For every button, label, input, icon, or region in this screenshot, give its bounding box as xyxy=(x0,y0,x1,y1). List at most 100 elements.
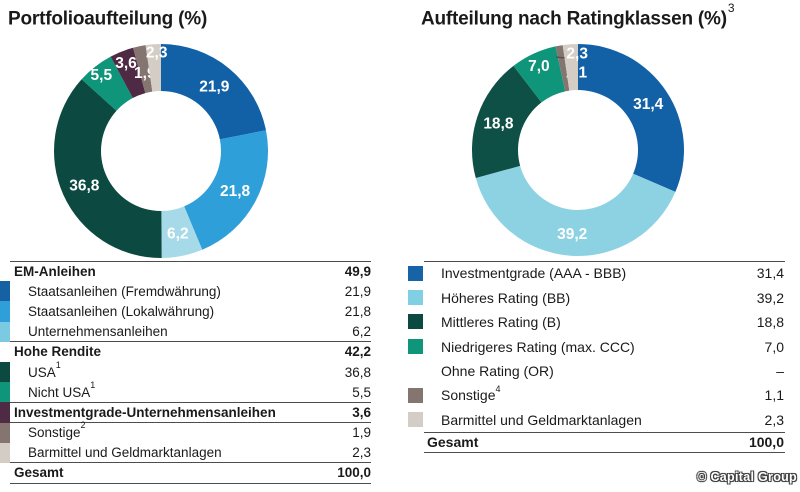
row-label-hoeheres-rating: Höheres Rating (BB) xyxy=(441,289,571,306)
table-row-niedrigeres-rating: Niedrigeres Rating (max. CCC) 7,0 xyxy=(408,334,785,358)
row-label-investmentgrade-unternehmensanleihen: Investmentgrade-Unternehmensanleihen xyxy=(14,404,276,420)
donut-slice-hoeheres-rating xyxy=(475,165,676,257)
legend-swatch-hoeheres-rating xyxy=(408,289,423,305)
table-row-ohne-rating: Ohne Rating (OR) – xyxy=(408,359,785,383)
row-label-barmittel: Barmittel und Geldmarktanlagen xyxy=(28,445,222,461)
legend-swatch-investmentgrade-unternehmensanleihen xyxy=(0,402,10,423)
chart-title-rating-footnote: 3 xyxy=(727,0,735,15)
row-label-staatsanleihen-fremdwaehrung: Staatsanleihen (Fremdwährung) xyxy=(28,283,221,299)
row-value-investmentgrade-unternehmensanleihen: 3,6 xyxy=(352,404,371,420)
slice-value-label-niedrigeres-rating: 7,0 xyxy=(528,58,550,75)
table-row-nicht-usa: Nicht USA1 5,5 xyxy=(0,380,371,403)
rule-line xyxy=(10,462,371,464)
row-value-usa: 36,8 xyxy=(344,364,371,380)
table-row-em-anleihen: EM-Anleihen 49,9 xyxy=(0,260,371,281)
row-value-barmittel: 2,3 xyxy=(764,411,784,428)
row-value-sonstige: 1,9 xyxy=(352,425,371,441)
legend-swatch-usa xyxy=(0,361,10,383)
legend-swatch-nicht-usa xyxy=(0,382,10,403)
chart-title-portfolio-text: Portfolioaufteilung (%) xyxy=(8,8,208,30)
donut-slice-investmentgrade xyxy=(578,44,684,192)
table-row-hoeheres-rating: Höheres Rating (BB) 39,2 xyxy=(408,285,785,309)
legend-swatch-barmittel xyxy=(408,412,423,428)
donut-slice-staatsanleihen-fremdwaehrung xyxy=(161,44,266,140)
donut-slice-barmittel xyxy=(145,44,161,92)
row-label-barmittel: Barmittel und Geldmarktanlagen xyxy=(441,411,642,428)
capital-group-logo: © Capital Group xyxy=(697,470,797,484)
legend-swatch-staatsanleihen-fremdwaehrung xyxy=(0,281,10,302)
rule-line xyxy=(424,431,785,433)
row-label-em-anleihen: EM-Anleihen xyxy=(14,263,96,279)
table-row-usa: USA1 36,8 xyxy=(0,359,371,383)
row-value-sonstige: 1,1 xyxy=(764,387,784,404)
row-label-ohne-rating: Ohne Rating (OR) xyxy=(441,362,554,379)
rule-line xyxy=(10,401,371,403)
row-label-gesamt: Gesamt xyxy=(14,465,64,481)
rating-donut-chart: 31,439,218,87,01,12,3 xyxy=(471,44,684,257)
table-row-unternehmensanleihen: Unternehmensanleihen 6,2 xyxy=(0,321,371,342)
slice-value-label-mittleres-rating: 18,8 xyxy=(483,116,514,133)
footnote-marker: 4 xyxy=(495,383,501,394)
row-label-hohe-rendite: Hohe Rendite xyxy=(14,344,102,360)
donut-slice-staatsanleihen-lokalwaehrung xyxy=(184,130,269,250)
row-value-barmittel: 2,3 xyxy=(352,445,371,461)
row-label-usa: USA1 xyxy=(28,359,61,380)
donut-slice-nicht-usa xyxy=(81,56,133,111)
table-row-barmittel: Barmittel und Geldmarktanlagen 2,3 xyxy=(0,442,371,463)
legend-swatch-mittleres-rating xyxy=(408,314,423,330)
legend-swatch-investmentgrade xyxy=(408,265,423,281)
portfolio-donut-chart: 21,921,86,236,85,53,61,92,3 xyxy=(53,44,269,259)
row-value-nicht-usa: 5,5 xyxy=(352,384,371,400)
donut-slice-usa xyxy=(53,79,162,259)
row-value-gesamt: 100,0 xyxy=(748,434,784,451)
donut-slice-barmittel xyxy=(562,44,578,91)
slice-value-label-usa: 36,8 xyxy=(69,178,100,195)
rating-legend-table: Investmentgrade (AAA - BBB) 31,4 Höheres R… xyxy=(408,260,785,453)
legend-swatch-sonstige xyxy=(408,387,423,403)
legend-swatch-niedrigeres-rating xyxy=(408,338,423,354)
donut-slice-unternehmensanleihen xyxy=(161,206,203,258)
slice-value-label-staatsanleihen-lokalwaehrung: 21,8 xyxy=(220,183,251,200)
legend-swatch-barmittel xyxy=(0,442,10,463)
rule-line xyxy=(424,451,785,453)
footnote-marker: 1 xyxy=(90,380,96,391)
slice-value-label-investmentgrade: 31,4 xyxy=(633,96,664,113)
row-value-hohe-rendite: 42,2 xyxy=(344,344,371,360)
footnote-marker: 1 xyxy=(55,359,61,370)
chart-title-rating: Aufteilung nach Ratingklassen (%)3 xyxy=(421,1,735,30)
table-row-investmentgrade-unternehmensanleihen: Investmentgrade-Unternehmensanleihen 3,6 xyxy=(0,401,371,423)
row-label-nicht-usa: Nicht USA1 xyxy=(28,380,96,400)
row-value-gesamt: 100,0 xyxy=(337,465,371,481)
table-row-staatsanleihen-lokalwaehrung: Staatsanleihen (Lokalwährung) 21,8 xyxy=(0,301,371,322)
slice-value-label-barmittel: 2,3 xyxy=(146,45,168,62)
legend-swatch-sonstige xyxy=(0,422,10,443)
row-label-investmentgrade: Investmentgrade (AAA - BBB) xyxy=(441,265,627,282)
row-value-hoeheres-rating: 39,2 xyxy=(756,289,784,306)
chart-title-rating-text: Aufteilung nach Ratingklassen (%) xyxy=(421,8,727,30)
row-value-niedrigeres-rating: 7,0 xyxy=(764,338,784,355)
row-value-mittleres-rating: 18,8 xyxy=(756,314,784,331)
table-row-sonstige: Sonstige2 1,9 xyxy=(0,420,371,443)
slice-leader-line-sonstige xyxy=(555,56,566,59)
slice-value-label-hoeheres-rating: 39,2 xyxy=(557,226,587,243)
row-label-sonstige: Sonstige2 xyxy=(28,420,86,441)
row-label-mittleres-rating: Mittleres Rating (B) xyxy=(441,314,561,331)
row-label-staatsanleihen-lokalwaehrung: Staatsanleihen (Lokalwährung) xyxy=(28,303,215,319)
row-value-unternehmensanleihen: 6,2 xyxy=(352,324,371,340)
donut-slice-investmentgrade-unternehmensanleihen xyxy=(110,47,146,99)
table-row-barmittel: Barmittel und Geldmarktanlagen 2,3 xyxy=(408,408,785,432)
table-row-gesamt: Gesamt 100,0 xyxy=(0,462,371,484)
donut-slice-sonstige xyxy=(133,45,153,94)
rule-line xyxy=(10,341,371,343)
row-value-staatsanleihen-fremdwaehrung: 21,9 xyxy=(344,283,371,299)
slice-value-label-nicht-usa: 5,5 xyxy=(91,67,113,84)
row-value-staatsanleihen-lokalwaehrung: 21,8 xyxy=(344,303,371,319)
row-label-niedrigeres-rating: Niedrigeres Rating (max. CCC) xyxy=(441,338,635,355)
legend-swatch-unternehmensanleihen xyxy=(0,321,10,342)
table-row-hohe-rendite: Hohe Rendite 42,2 xyxy=(0,341,371,362)
row-value-investmentgrade: 31,4 xyxy=(756,265,784,282)
donut-slice-niedrigeres-rating xyxy=(513,46,566,103)
rule-line xyxy=(10,482,371,484)
row-value-ohne-rating: – xyxy=(776,362,784,379)
